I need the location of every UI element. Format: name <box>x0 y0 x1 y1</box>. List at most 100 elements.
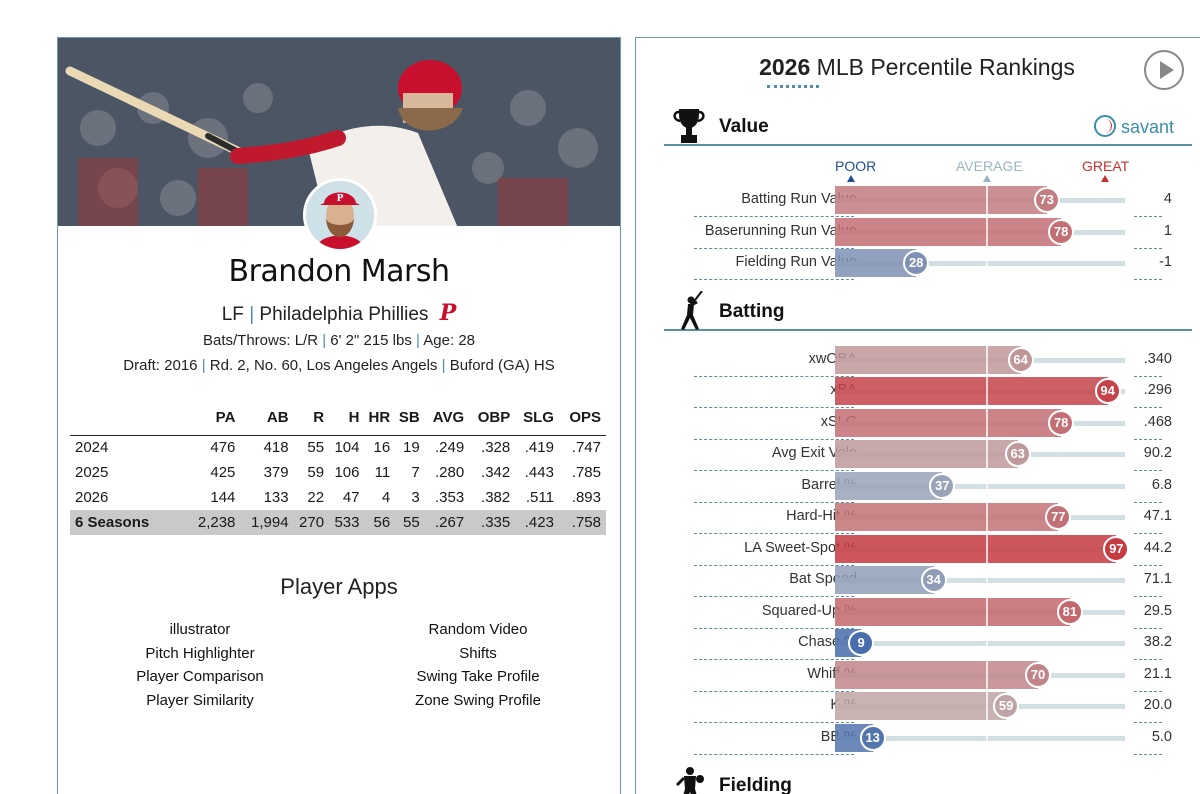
percentile-row[interactable]: Batting Run Value 73 4 <box>664 186 1192 217</box>
total-stat-cell: .758 <box>553 510 606 535</box>
metric-value: 20.0 <box>1143 697 1172 713</box>
percentile-row[interactable]: Barrel % 37 6.8 <box>664 471 1192 503</box>
stat-cell: 133 <box>263 489 289 506</box>
percentile-row[interactable]: Hard-Hit % 77 47.1 <box>664 503 1192 534</box>
percentile-badge: 28 <box>903 250 930 276</box>
player-app-link[interactable]: Shifts <box>459 644 497 662</box>
percentile-badge: 59 <box>993 693 1020 719</box>
metric-value: 1 <box>1163 222 1172 239</box>
rankings-year[interactable]: 2026 <box>759 54 811 80</box>
rankings-title: 2026 MLB Percentile Rankings <box>636 54 1198 81</box>
metric-label: Batting Run Value <box>741 191 857 207</box>
bio-line: Bats/Throws: L/R | 6' 2" 215 lbs | Age: … <box>58 332 620 349</box>
percentile-row[interactable]: xBA94.296 <box>664 377 1192 408</box>
player-app-link[interactable]: Zone Swing Profile <box>415 691 541 709</box>
metric-value: 29.5 <box>1143 602 1172 619</box>
stat-cell: .511 <box>525 489 554 506</box>
percentile-row[interactable]: xSLG78.468 <box>664 408 1192 440</box>
section-header-fielding: Fielding <box>664 765 1192 794</box>
team-name[interactable]: Philadelphia Phillies <box>259 304 429 325</box>
baseball-icon <box>1093 115 1116 137</box>
position-team-line: LF | Philadelphia Phillies P <box>58 300 620 326</box>
average-line <box>986 723 988 752</box>
metric-value: 44.2 <box>1143 539 1172 556</box>
percentile-badge: 13 <box>859 724 886 751</box>
percentile-row[interactable]: BB %135.0 <box>664 723 1192 755</box>
percentile-track <box>835 735 1125 741</box>
row-divider <box>694 247 854 249</box>
percentile-rankings-card: 2026 MLB Percentile Rankings Value savant… <box>635 37 1200 794</box>
player-app-link[interactable]: Player Comparison <box>136 668 264 685</box>
bats-throws-value: L/R <box>294 332 319 349</box>
age-label: Age: <box>423 332 455 349</box>
stat-cell: 104 <box>334 439 360 457</box>
phillies-logo-icon: P <box>439 300 457 326</box>
percentile-badge: 81 <box>1056 598 1083 625</box>
metric-value: 21.1 <box>1143 665 1172 682</box>
age-value: 28 <box>458 332 475 349</box>
header-cell: R <box>288 401 325 436</box>
stat-cell: 4 <box>381 489 391 506</box>
percentile-row[interactable]: Whiff % 70 21.1 <box>664 660 1192 692</box>
stat-cell: 3 <box>411 489 420 506</box>
percentile-row[interactable]: Squared-Up % 81 29.5 <box>664 597 1192 629</box>
percentile-row[interactable]: Fielding Run Value 28 -1 <box>664 249 1192 280</box>
stat-cell: .382 <box>481 489 511 506</box>
row-divider <box>694 722 854 723</box>
section-label: Batting <box>719 300 785 322</box>
draft-year[interactable]: 2016 <box>164 357 198 374</box>
row-divider <box>694 564 854 566</box>
percentile-row[interactable]: Avg Exit Velo 63 90.2 <box>664 440 1192 471</box>
player-app-link[interactable]: Random Video <box>428 621 528 638</box>
stat-cell: 19 <box>403 439 420 457</box>
percentile-row[interactable]: Baserunning Run Value 78 1 <box>664 217 1192 249</box>
percentile-row[interactable]: LA Sweet-Spot % 97 44.2 <box>664 534 1192 566</box>
metric-value: .340 <box>1143 350 1172 367</box>
row-divider <box>1134 533 1162 534</box>
metric-value: .468 <box>1143 413 1172 430</box>
table-row: 2025 425 379 59 106 11 7 .280 .342 .443 .785 <box>70 460 606 485</box>
player-app-link[interactable]: Pitch Highlighter <box>145 644 255 662</box>
trophy-icon <box>672 106 706 146</box>
scale-label-poor: POOR <box>835 158 877 174</box>
header-cell: OPS <box>553 401 606 436</box>
header-cell: OBP <box>464 401 511 436</box>
player-apps-column-right: Random Video Shifts Swing Take Profile Zone… <box>348 618 608 712</box>
percentile-bar <box>835 440 1018 468</box>
season-cell: 2026 <box>75 489 109 506</box>
percentile-row[interactable]: Bat Speed 34 71.1 <box>664 566 1192 597</box>
player-app-link[interactable]: Player Similarity <box>146 691 254 709</box>
section-label: Value <box>719 116 769 137</box>
draft-team[interactable]: Los Angeles Angels <box>306 357 438 374</box>
total-stat-cell: 56 <box>359 510 391 535</box>
scale-marker-great <box>1101 175 1109 182</box>
year-dropdown-indicator[interactable] <box>767 85 819 88</box>
stat-cell: .419 <box>524 439 554 457</box>
percentile-row[interactable]: Chase % 9 38.2 <box>664 629 1192 660</box>
header-cell <box>70 401 183 436</box>
percentile-bar <box>835 503 1059 531</box>
savant-logo[interactable]: savant <box>1093 115 1174 138</box>
row-divider <box>1134 753 1162 755</box>
stat-cell: .342 <box>481 464 511 481</box>
table-row: 2024 476 418 55 104 16 19 .249 .328 .419 .747 <box>70 435 606 460</box>
player-app-link[interactable]: illustrator <box>169 621 231 638</box>
row-divider <box>1134 279 1162 280</box>
percentile-badge: 70 <box>1025 661 1051 688</box>
percentile-bar <box>835 186 1047 214</box>
player-apps-title: Player Apps <box>280 574 398 599</box>
percentile-badge: 64 <box>1007 346 1034 373</box>
player-app-link[interactable]: Swing Take Profile <box>416 668 540 685</box>
row-divider <box>1134 438 1162 440</box>
play-icon[interactable] <box>1144 50 1184 90</box>
scale-label-average: AVERAGE <box>956 158 1023 174</box>
divider: | <box>201 357 206 374</box>
percentile-bar <box>835 377 1108 405</box>
average-line <box>986 692 988 720</box>
stat-cell: .280 <box>434 464 465 481</box>
total-stat-cell: 533 <box>324 510 360 535</box>
percentile-badge: 34 <box>920 567 947 593</box>
percentile-row[interactable]: xwOBA 64.340 <box>664 345 1192 377</box>
draft-label: Draft: <box>123 357 160 374</box>
